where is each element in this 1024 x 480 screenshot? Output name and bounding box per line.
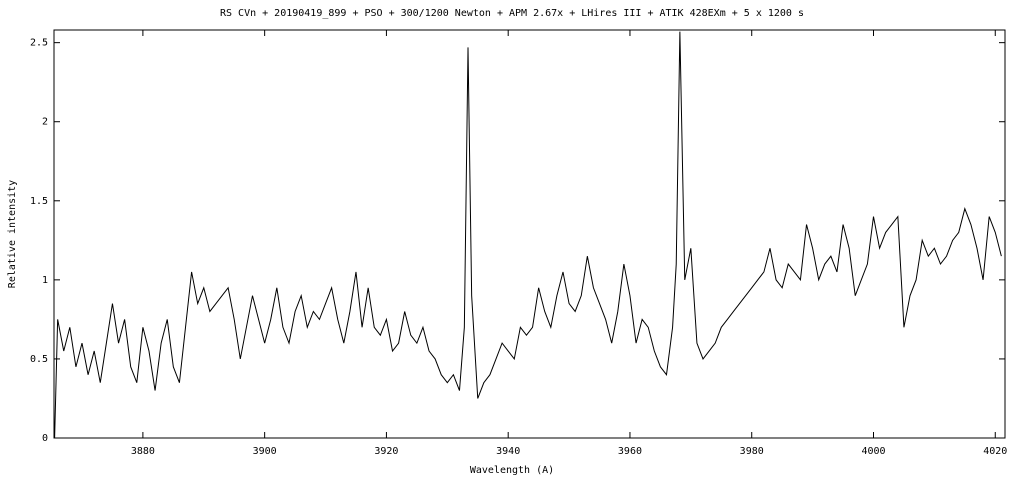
y-tick-label: 1 xyxy=(42,275,48,286)
y-tick-label: 0 xyxy=(42,433,48,444)
x-tick-label: 3980 xyxy=(740,446,764,457)
x-tick-label: 3900 xyxy=(253,446,277,457)
chart-title: RS CVn + 20190419_899 + PSO + 300/1200 N… xyxy=(220,8,804,19)
y-tick-label: 2.5 xyxy=(30,38,48,49)
y-tick-label: 0.5 xyxy=(30,354,48,365)
x-tick-label: 3920 xyxy=(374,446,398,457)
y-axis-label: Relative intensity xyxy=(7,180,18,288)
y-tick-label: 2 xyxy=(42,117,48,128)
y-tick-label: 1.5 xyxy=(30,196,48,207)
spectrum-line xyxy=(54,31,1002,439)
plot-frame xyxy=(53,29,1006,439)
x-tick-label: 3880 xyxy=(131,446,155,457)
x-tick-label: 3940 xyxy=(496,446,520,457)
x-tick-label: 4020 xyxy=(983,446,1007,457)
x-axis-label: Wavelength (A) xyxy=(470,465,554,476)
x-tick-label: 3960 xyxy=(618,446,642,457)
x-tick-label: 4000 xyxy=(861,446,885,457)
